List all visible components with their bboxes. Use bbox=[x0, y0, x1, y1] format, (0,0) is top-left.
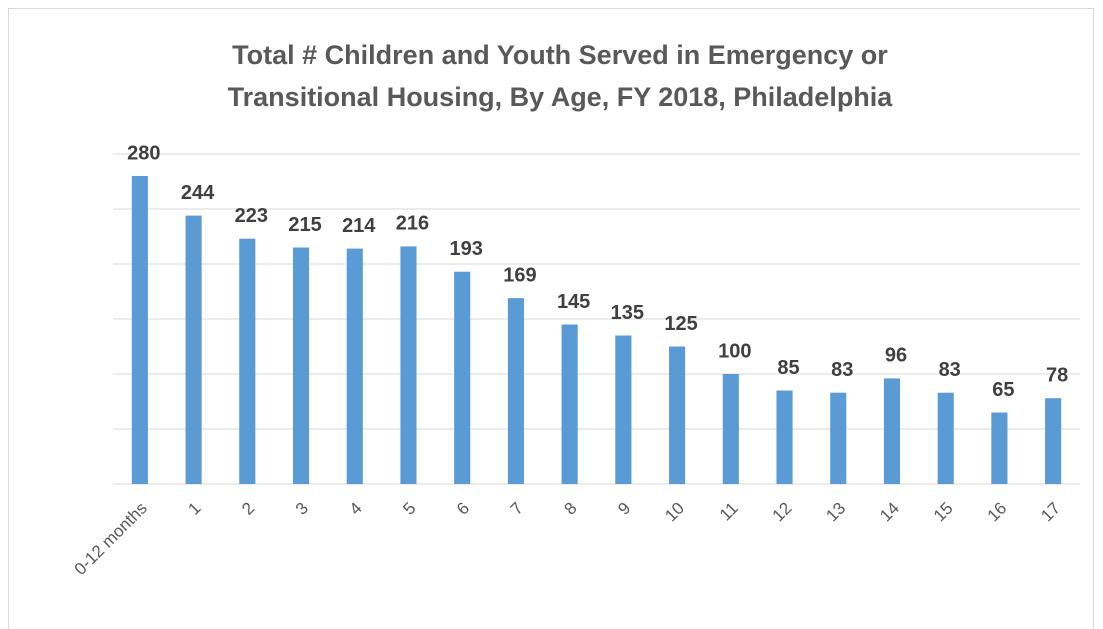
bar bbox=[722, 374, 739, 484]
value-label: 78 bbox=[1046, 364, 1068, 386]
bar bbox=[883, 378, 901, 484]
value-label: 65 bbox=[992, 379, 1014, 401]
bar bbox=[991, 412, 1008, 484]
bar bbox=[400, 246, 417, 484]
x-tick-label: 6 bbox=[453, 499, 473, 519]
value-label: 223 bbox=[235, 205, 268, 227]
x-tick-label: 2 bbox=[238, 499, 258, 519]
x-tick-label: 17 bbox=[1037, 499, 1064, 526]
bar bbox=[454, 271, 471, 484]
x-tick-label: 12 bbox=[769, 499, 796, 526]
bar bbox=[1045, 398, 1062, 484]
value-label: 214 bbox=[342, 215, 376, 237]
x-tick-label: 7 bbox=[507, 499, 527, 519]
chart-frame bbox=[8, 8, 1094, 629]
x-tick-label: 4 bbox=[346, 499, 366, 519]
x-tick-label: 16 bbox=[984, 499, 1011, 526]
x-tick-label: 8 bbox=[561, 499, 581, 519]
bar bbox=[561, 324, 578, 484]
value-label: 83 bbox=[939, 359, 961, 381]
chart-title: Transitional Housing, By Age, FY 2018, P… bbox=[228, 82, 894, 112]
value-label: 135 bbox=[611, 302, 644, 324]
value-label: 215 bbox=[288, 214, 321, 236]
value-label: 96 bbox=[885, 345, 907, 367]
bar bbox=[615, 335, 632, 484]
x-tick-label: 9 bbox=[614, 499, 634, 519]
bar bbox=[830, 392, 847, 484]
value-label: 280 bbox=[127, 142, 160, 164]
bar bbox=[185, 215, 202, 484]
value-label: 85 bbox=[777, 357, 799, 379]
bar bbox=[346, 248, 363, 484]
x-tick-label: 1 bbox=[184, 499, 204, 519]
x-tick-label: 10 bbox=[661, 499, 688, 526]
bar bbox=[292, 247, 310, 484]
bar bbox=[669, 346, 686, 484]
value-label: 216 bbox=[396, 213, 429, 235]
value-label: 145 bbox=[557, 291, 590, 313]
x-tick-label: 14 bbox=[876, 499, 903, 526]
bar bbox=[937, 392, 954, 484]
value-label: 83 bbox=[831, 359, 853, 381]
x-tick-label: 11 bbox=[716, 499, 742, 525]
value-label: 100 bbox=[718, 340, 751, 362]
x-tick-label: 13 bbox=[822, 499, 849, 526]
bar bbox=[239, 238, 256, 484]
value-label: 244 bbox=[181, 182, 215, 204]
bar bbox=[507, 298, 524, 484]
x-tick-label: 5 bbox=[399, 499, 419, 519]
value-label: 125 bbox=[664, 313, 697, 335]
bar bbox=[131, 176, 148, 484]
bar bbox=[776, 390, 793, 484]
x-tick-label: 3 bbox=[292, 499, 312, 519]
value-label: 169 bbox=[503, 264, 536, 286]
value-label: 193 bbox=[450, 238, 483, 260]
x-tick-label: 15 bbox=[930, 499, 957, 526]
chart-title: Total # Children and Youth Served in Eme… bbox=[232, 40, 888, 70]
x-tick-label: 0-12 months bbox=[71, 499, 151, 579]
